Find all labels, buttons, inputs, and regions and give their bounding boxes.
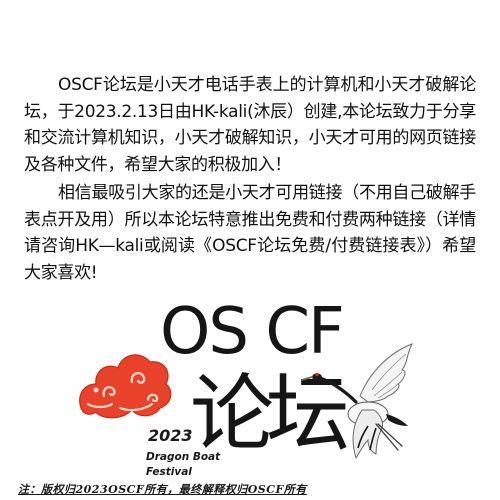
forum-title: 论坛 <box>190 365 350 463</box>
red-crowned-crane-icon <box>302 343 414 460</box>
event-year: 2023 <box>148 426 193 445</box>
intro-paragraph-2: 相信最吸引大家的还是小天才可用链接（不用自己破解手表点开及用）所以本论坛特意推出… <box>24 183 476 283</box>
event-name: Dragon Boat Festival <box>146 451 221 478</box>
brand-title: OS CF <box>160 295 345 369</box>
intro-text: OSCF论坛是小天才电话手表上的计算机和小天才破解论坛，于2023.2.13日由… <box>24 72 476 286</box>
copyright-note: 注：版权归2023OSCF所有，最终解释权归OSCF所有 <box>18 483 307 496</box>
intro-paragraph-1: OSCF论坛是小天才电话手表上的计算机和小天才破解论坛，于2023.2.13日由… <box>24 75 476 175</box>
auspicious-cloud-icon <box>79 354 172 419</box>
